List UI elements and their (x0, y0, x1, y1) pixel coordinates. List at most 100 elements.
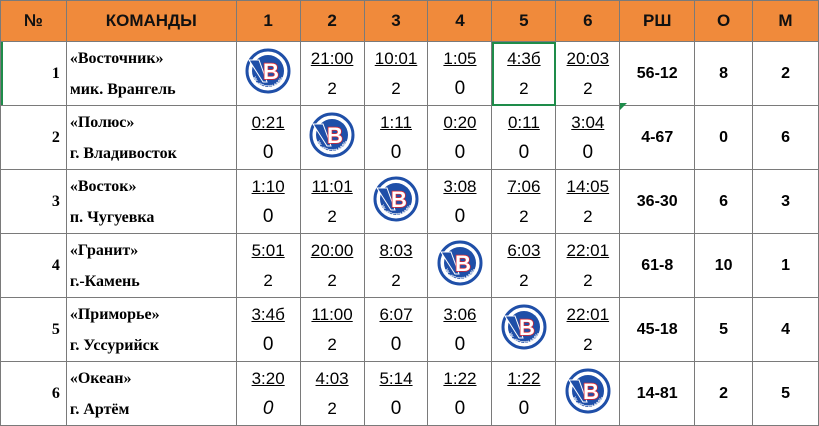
match-points: 0 (518, 141, 530, 163)
match-score: 0:21 (251, 112, 285, 132)
team-name: «Восточник» (69, 49, 164, 67)
total-rsh[interactable]: 14-81 (619, 361, 696, 426)
club-logo-icon: ВХК «ВОСТОЧНИК» (309, 112, 355, 158)
match-cell[interactable]: 1:22 0 (427, 361, 493, 426)
self-match-cell[interactable]: В ХК «ВОСТОЧНИК» (427, 233, 493, 298)
svg-text:В: В (455, 251, 471, 276)
match-cell[interactable]: 4:03 2 (299, 361, 365, 426)
total-o[interactable]: 0 (694, 105, 754, 170)
team-cell[interactable]: «Океан» г. Артём (65, 361, 237, 426)
row-number[interactable]: 4 (0, 233, 67, 298)
match-cell[interactable]: 14:05 2 (555, 169, 621, 234)
match-cell[interactable]: 21:00 2 (299, 41, 365, 106)
match-score: 14:05 (566, 176, 610, 196)
match-cell[interactable]: 5:01 2 (235, 233, 301, 298)
match-cell[interactable]: 1:22 0 (491, 361, 557, 426)
total-o[interactable]: 5 (694, 297, 754, 362)
match-cell[interactable]: 6:07 0 (363, 297, 429, 362)
match-cell[interactable]: 3:08 0 (427, 169, 493, 234)
total-m[interactable]: 3 (752, 169, 819, 234)
row-number[interactable]: 3 (0, 169, 67, 234)
match-cell[interactable]: 3:4б 0 (235, 297, 301, 362)
self-match-cell[interactable]: В ХК «ВОСТОЧНИК» (235, 41, 301, 106)
team-city: п. Чугуевка (69, 208, 155, 226)
match-points: 0 (390, 141, 402, 163)
self-match-cell[interactable]: В ХК «ВОСТОЧНИК» (363, 169, 429, 234)
match-cell[interactable]: 22:01 2 (555, 233, 621, 298)
row-number[interactable]: 2 (0, 105, 67, 170)
self-match-cell[interactable]: В ХК «ВОСТОЧНИК» (491, 297, 557, 362)
total-o[interactable]: 10 (694, 233, 754, 298)
table-row: 3 «Восток» п. Чугуевка 1:10 0 11:01 2 В ХК «ВОСТ… (0, 169, 819, 234)
row-number[interactable]: 6 (0, 361, 67, 426)
team-cell[interactable]: «Восточник» мик. Врангель (65, 41, 237, 106)
match-cell[interactable]: 1:11 0 (363, 105, 429, 170)
total-rsh[interactable]: 56-12 (619, 41, 696, 106)
team-city: г. Артём (69, 400, 130, 418)
self-match-cell[interactable]: В ХК «ВОСТОЧНИК» (299, 105, 365, 170)
total-m[interactable]: 4 (752, 297, 819, 362)
match-points: 2 (391, 78, 401, 98)
match-cell[interactable]: 20:00 2 (299, 233, 365, 298)
total-m[interactable]: 2 (752, 41, 819, 106)
table-row: 1 «Восточник» мик. Врангель В ХК «ВОСТОЧНИК»… (0, 41, 819, 106)
total-m[interactable]: 6 (752, 105, 819, 170)
match-score: 1:05 (443, 48, 477, 68)
match-score: 7:06 (507, 176, 541, 196)
match-cell[interactable]: 11:01 2 (299, 169, 365, 234)
match-cell[interactable]: 11:00 2 (299, 297, 365, 362)
match-cell[interactable]: 0:20 0 (427, 105, 493, 170)
svg-text:В: В (519, 315, 535, 340)
team-cell[interactable]: «Восток» п. Чугуевка (65, 169, 237, 234)
match-points: 0 (262, 397, 274, 419)
total-o[interactable]: 2 (694, 361, 754, 426)
total-rsh[interactable]: 45-18 (619, 297, 696, 362)
table-row: 6 «Океан» г. Артём 3:20 0 4:03 2 5:14 0 1:22 0 1:22… (0, 361, 819, 426)
total-rsh[interactable]: 36-30 (619, 169, 696, 234)
match-cell[interactable]: 6:03 2 (491, 233, 557, 298)
match-cell[interactable]: 5:14 0 (363, 361, 429, 426)
header-cell-0: № (0, 0, 67, 42)
match-points: 0 (518, 397, 530, 419)
match-cell[interactable]: 7:06 2 (491, 169, 557, 234)
self-match-cell[interactable]: В ХК «ВОСТОЧНИК» (555, 361, 621, 426)
cell-fill-handle[interactable] (620, 103, 627, 110)
total-rsh[interactable]: 4-67 (619, 105, 696, 170)
match-score: 6:03 (507, 240, 541, 260)
club-logo-icon: ВХК «ВОСТОЧНИК» (565, 368, 611, 414)
match-cell[interactable]: 1:05 0 (427, 41, 493, 106)
table-row: 5 «Приморье» г. Уссурийск 3:4б 0 11:00 2 6:07 0 3… (0, 297, 819, 362)
match-cell[interactable]: 22:01 2 (555, 297, 621, 362)
match-points: 0 (454, 397, 466, 419)
team-cell[interactable]: «Приморье» г. Уссурийск (65, 297, 237, 362)
match-cell[interactable]: 3:06 0 (427, 297, 493, 362)
row-number[interactable]: 1 (0, 41, 67, 106)
match-points: 0 (390, 333, 402, 355)
header-cell-5: 4 (427, 0, 493, 42)
match-cell[interactable]: 3:20 0 (235, 361, 301, 426)
match-cell[interactable]: 0:21 0 (235, 105, 301, 170)
row-number[interactable]: 5 (0, 297, 67, 362)
table-row: 4 «Гранит» г.-Камень 5:01 2 20:00 2 8:03 2 В ХК «В… (0, 233, 819, 298)
match-points: 2 (263, 270, 273, 290)
team-cell[interactable]: «Гранит» г.-Камень (65, 233, 237, 298)
match-cell[interactable]: 4:3б 2 (491, 41, 557, 106)
match-cell[interactable]: 20:03 2 (555, 41, 621, 106)
total-o[interactable]: 8 (694, 41, 754, 106)
match-points: 0 (454, 141, 466, 163)
match-score: 11:00 (311, 304, 353, 324)
team-name: «Гранит» (69, 241, 139, 259)
match-cell[interactable]: 8:03 2 (363, 233, 429, 298)
match-points: 2 (327, 398, 337, 418)
match-cell[interactable]: 3:04 0 (555, 105, 621, 170)
total-rsh[interactable]: 61-8 (619, 233, 696, 298)
total-m[interactable]: 5 (752, 361, 819, 426)
total-m[interactable]: 1 (752, 233, 819, 298)
header-cell-4: 3 (363, 0, 429, 42)
total-o[interactable]: 6 (694, 169, 754, 234)
match-cell[interactable]: 1:10 0 (235, 169, 301, 234)
match-cell[interactable]: 0:11 0 (491, 105, 557, 170)
table-row: 2 «Полюс» г. Владивосток 0:21 0 В ХК «ВОСТОЧНИ… (0, 105, 819, 170)
team-cell[interactable]: «Полюс» г. Владивосток (65, 105, 237, 170)
match-cell[interactable]: 10:01 2 (363, 41, 429, 106)
